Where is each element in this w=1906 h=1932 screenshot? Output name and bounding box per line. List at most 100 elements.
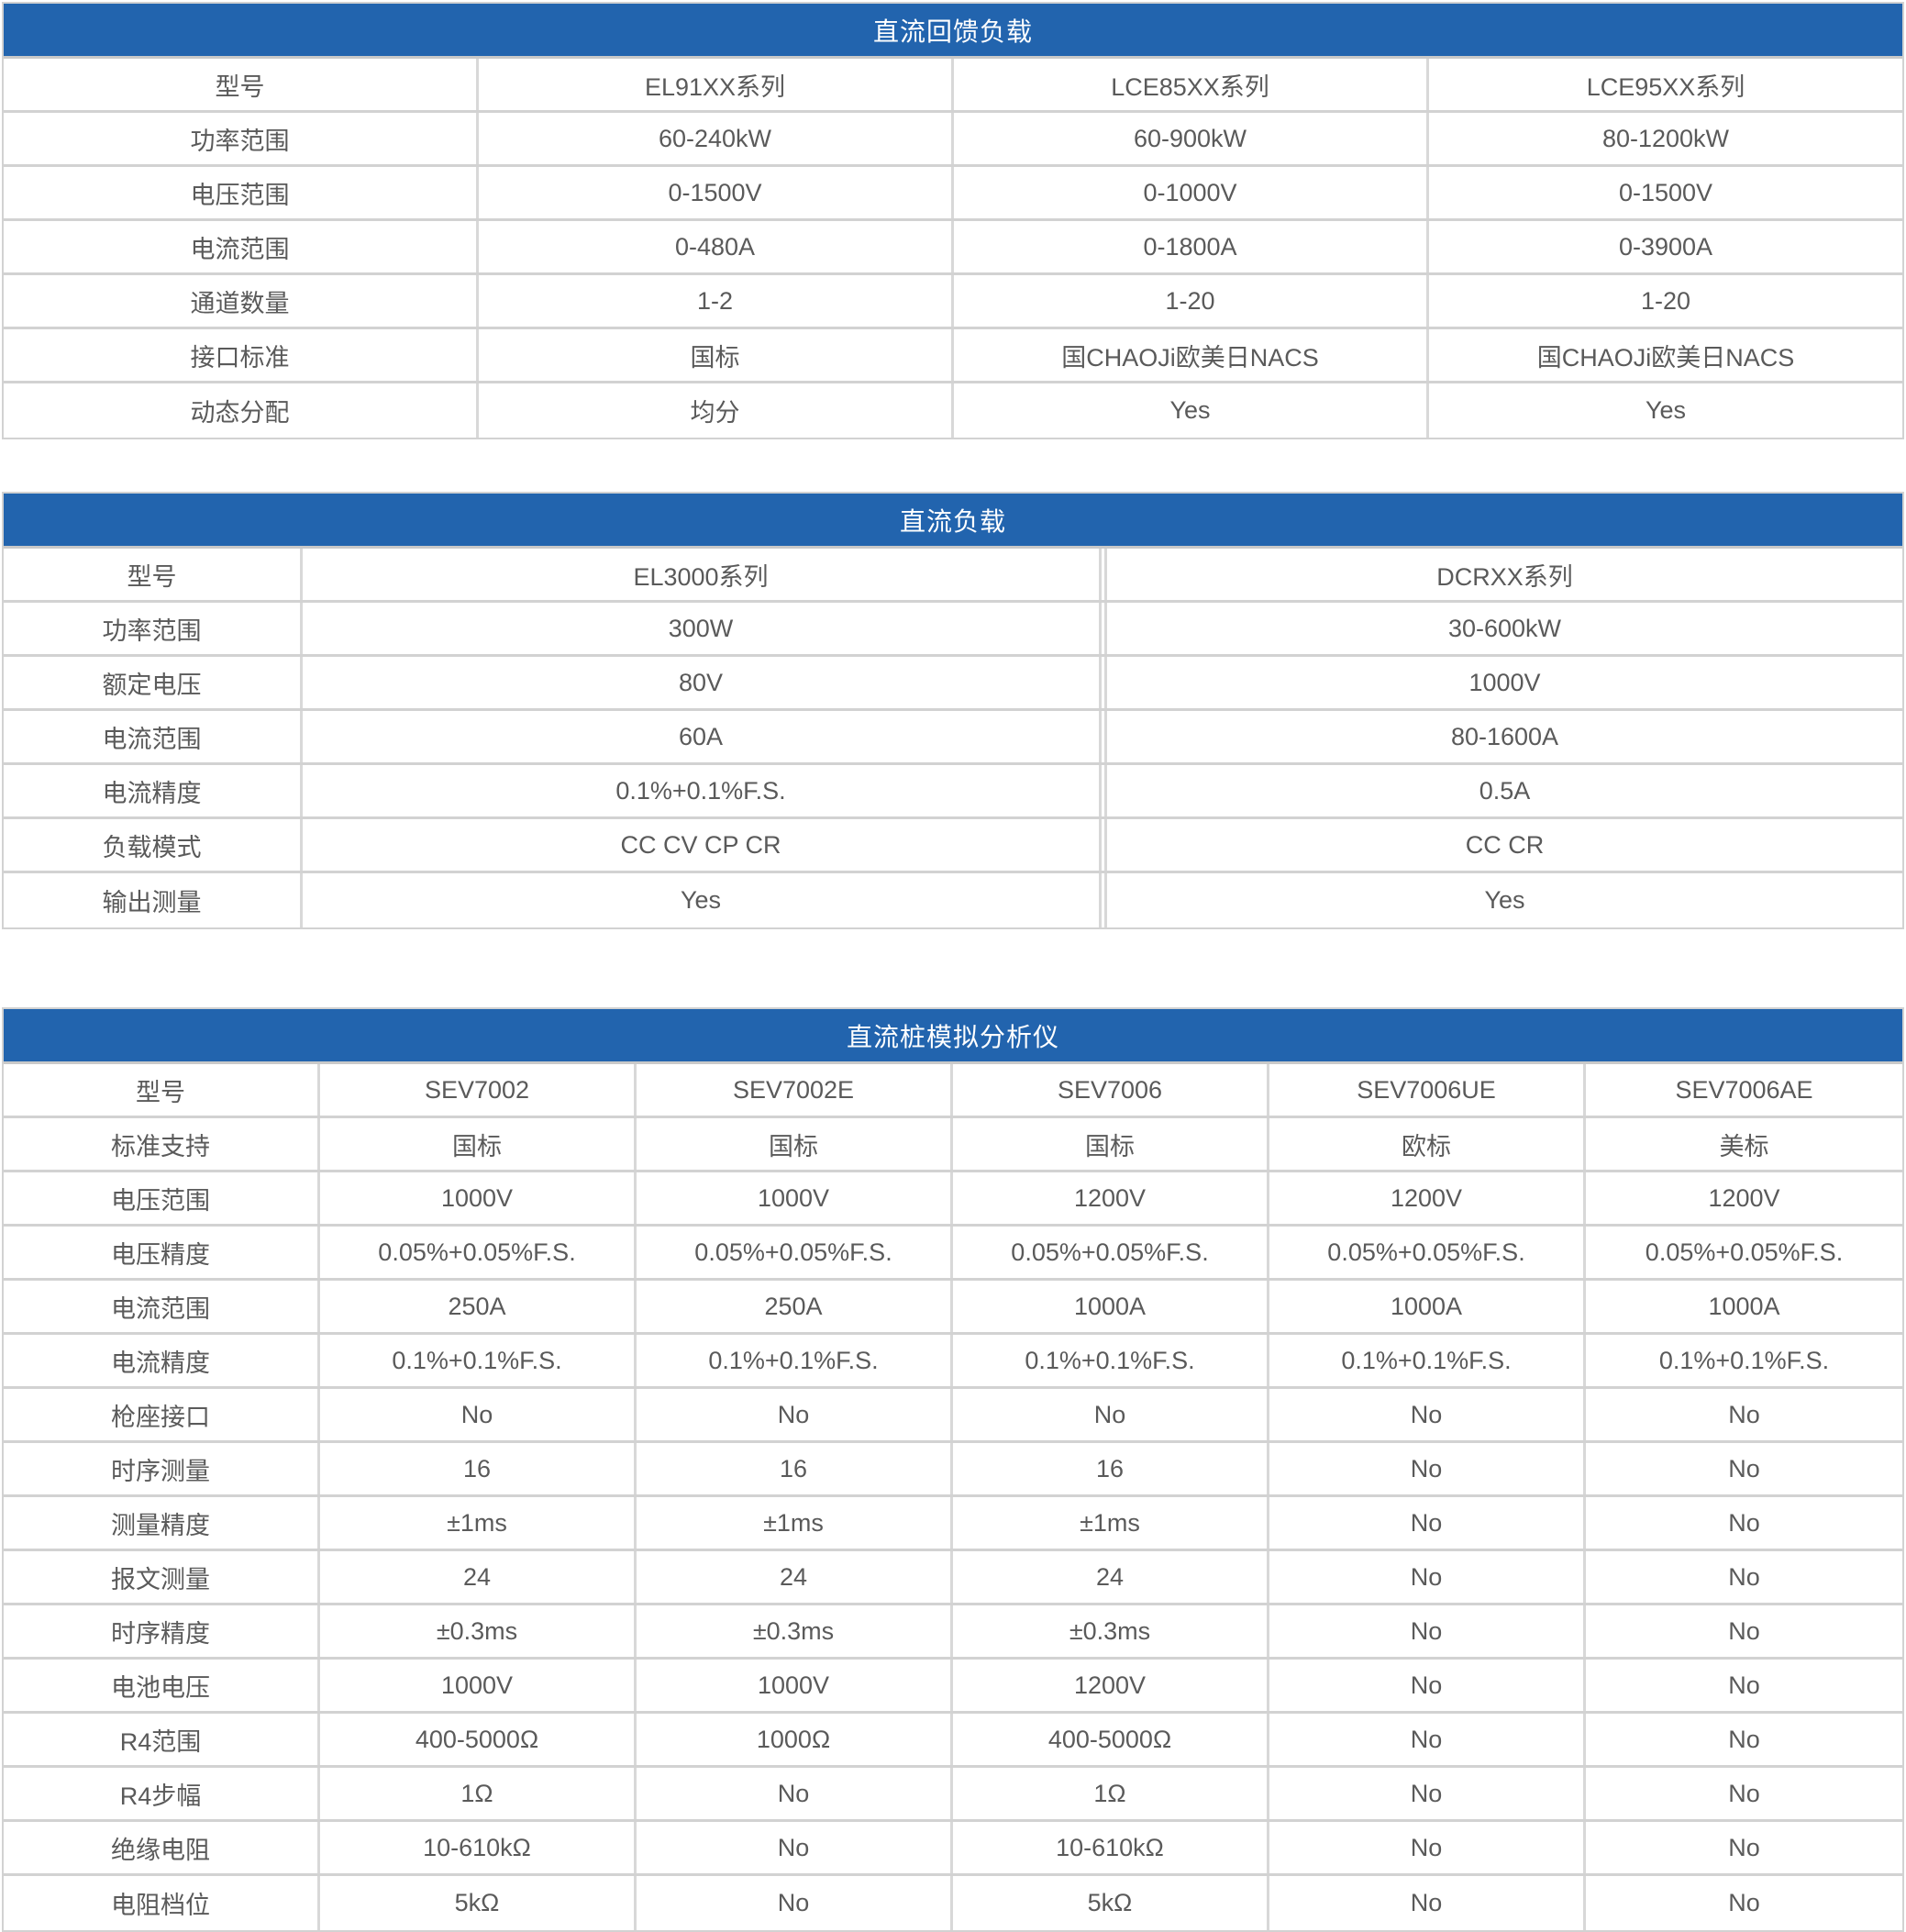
table-cell: 1200V	[953, 1172, 1269, 1224]
table-row: 功率范围 300W 30-600kW	[4, 603, 1902, 657]
table-cell: 0.05%+0.05%F.S.	[320, 1227, 637, 1278]
row-label: 电流精度	[4, 1335, 320, 1386]
table-cell: Yes	[1484, 886, 1525, 914]
table-cell: 60-240kW	[479, 113, 954, 164]
model-name-cell: SEV7006UE	[1269, 1064, 1586, 1116]
table-cell: 1000A	[1269, 1281, 1586, 1332]
table-cell: No	[1269, 1876, 1586, 1930]
row-label: 测量精度	[4, 1497, 320, 1549]
table-header-row: 型号 SEV7002 SEV7002E SEV7006 SEV7006UE SEV7006…	[4, 1064, 1902, 1118]
table-cell: No	[1728, 1671, 1760, 1699]
table-cell: 0.05%+0.05%F.S.	[953, 1227, 1269, 1278]
row-label: 时序测量	[4, 1443, 320, 1494]
row-label: 电压范围	[4, 1172, 320, 1224]
table-cell: No	[1728, 1454, 1760, 1482]
table-cell: 1000V	[320, 1172, 637, 1224]
table-cell: 0.05%+0.05%F.S.	[1645, 1238, 1844, 1266]
table-row: 绝缘电阻 10-610kΩ No 10-610kΩ No No	[4, 1822, 1902, 1876]
column-divider	[1102, 603, 1107, 654]
row-label: 输出测量	[4, 873, 303, 927]
dc-load-table: 直流负载 型号 EL3000系列 DCRXX系列 功率范围 300W 30-600kW 额定…	[2, 492, 1904, 929]
table-cell: No	[320, 1389, 637, 1440]
table-cell: 0-1500V	[1618, 178, 1713, 206]
table-row: 报文测量 24 24 24 No No	[4, 1551, 1902, 1605]
table-row: 电压范围 0-1500V 0-1000V 0-1500V	[4, 167, 1902, 221]
table-row: 通道数量 1-2 1-20 1-20	[4, 275, 1902, 329]
table-cell: No	[1728, 1616, 1760, 1645]
model-name-cell: EL3000系列	[303, 549, 1102, 600]
table-cell: No	[1269, 1497, 1586, 1549]
table-cell: CC CR	[1465, 830, 1545, 859]
table-row: 功率范围 60-240kW 60-900kW 80-1200kW	[4, 113, 1902, 167]
table-cell: ±1ms	[320, 1497, 637, 1549]
row-label: 额定电压	[4, 657, 303, 708]
table-row: R4范围 400-5000Ω 1000Ω 400-5000Ω No No	[4, 1714, 1902, 1768]
table-cell: 1Ω	[953, 1768, 1269, 1819]
table-row: 动态分配 均分 Yes Yes	[4, 383, 1902, 438]
row-label: 电流精度	[4, 765, 303, 816]
table-cell: 0.1%+0.1%F.S.	[1269, 1335, 1586, 1386]
table-cell: No	[1269, 1822, 1586, 1873]
table-row: 接口标准 国标 国CHAOJi欧美日NACS 国CHAOJi欧美日NACS	[4, 329, 1902, 383]
table-cell: 1000A	[953, 1281, 1269, 1332]
table-cell: 0.1%+0.1%F.S.	[637, 1335, 953, 1386]
table-cell: Yes	[954, 383, 1429, 438]
table-cell: 24	[320, 1551, 637, 1603]
table-cell: 0-1500V	[479, 167, 954, 218]
table-cell: 60A	[303, 711, 1102, 762]
table-cell: 0-3900A	[1618, 232, 1713, 261]
table-title: 直流桩模拟分析仪	[4, 1009, 1902, 1064]
model-name-cell: LCE85XX系列	[954, 59, 1429, 110]
row-label: 电流范围	[4, 1281, 320, 1332]
table-cell: 1200V	[953, 1660, 1269, 1711]
table-cell: 0.05%+0.05%F.S.	[1269, 1227, 1586, 1278]
table-cell: No	[637, 1389, 953, 1440]
table-cell: 10-610kΩ	[320, 1822, 637, 1873]
table-cell: 1200V	[1269, 1172, 1586, 1224]
table-cell: No	[1269, 1660, 1586, 1711]
table-cell: No	[637, 1876, 953, 1930]
table-header-row: 型号 EL91XX系列 LCE85XX系列 LCE95XX系列	[4, 59, 1902, 113]
table-cell: 1Ω	[320, 1768, 637, 1819]
table-cell: 5kΩ	[320, 1876, 637, 1930]
table-cell: 1000V	[637, 1660, 953, 1711]
table-cell: 0.1%+0.1%F.S.	[1658, 1346, 1830, 1374]
table-cell: No	[1728, 1889, 1760, 1916]
table-cell: Yes	[303, 873, 1102, 927]
table-cell: No	[1728, 1779, 1760, 1807]
table-cell: No	[637, 1822, 953, 1873]
table-cell: 0.1%+0.1%F.S.	[320, 1335, 637, 1386]
table-cell: 5kΩ	[953, 1876, 1269, 1930]
table-row: 电流精度 0.1%+0.1%F.S. 0.5A	[4, 765, 1902, 819]
table-row: 标准支持 国标 国标 国标 欧标 美标	[4, 1118, 1902, 1172]
table-cell: ±1ms	[953, 1497, 1269, 1549]
table-body: 型号 SEV7002 SEV7002E SEV7006 SEV7006UE SEV7006…	[4, 1064, 1902, 1930]
row-label: 负载模式	[4, 819, 303, 871]
row-label: 枪座接口	[4, 1389, 320, 1440]
table-cell: 国CHAOJi欧美日NACS	[1536, 343, 1795, 372]
table-row: R4步幅 1Ω No 1Ω No No	[4, 1768, 1902, 1822]
column-divider	[1102, 657, 1107, 708]
table-cell: 欧标	[1269, 1118, 1586, 1170]
table-row: 电流范围 60A 80-1600A	[4, 711, 1902, 765]
table-cell: 24	[637, 1551, 953, 1603]
table-row: 输出测量 Yes Yes	[4, 873, 1902, 927]
table-cell: 0.1%+0.1%F.S.	[953, 1335, 1269, 1386]
table-header-row: 型号 EL3000系列 DCRXX系列	[4, 549, 1902, 603]
table-cell: 国标	[637, 1118, 953, 1170]
table-body: 型号 EL91XX系列 LCE85XX系列 LCE95XX系列 功率范围 60-240kW…	[4, 59, 1902, 438]
column-divider	[1102, 873, 1107, 927]
table-cell: 30-600kW	[1447, 614, 1562, 642]
column-divider	[1102, 711, 1107, 762]
table-cell: ±0.3ms	[320, 1605, 637, 1657]
table-cell: 均分	[479, 383, 954, 438]
row-label: 绝缘电阻	[4, 1822, 320, 1873]
table-cell: 国标	[479, 329, 954, 381]
table-row: 电流范围 0-480A 0-1800A 0-3900A	[4, 221, 1902, 275]
model-name-cell: SEV7002E	[637, 1064, 953, 1116]
table-cell: 10-610kΩ	[953, 1822, 1269, 1873]
table-cell: 16	[637, 1443, 953, 1494]
table-cell: No	[1269, 1714, 1586, 1765]
table-row: 电流精度 0.1%+0.1%F.S. 0.1%+0.1%F.S. 0.1%+0.1%F…	[4, 1335, 1902, 1389]
table-cell: 1-2	[479, 275, 954, 327]
